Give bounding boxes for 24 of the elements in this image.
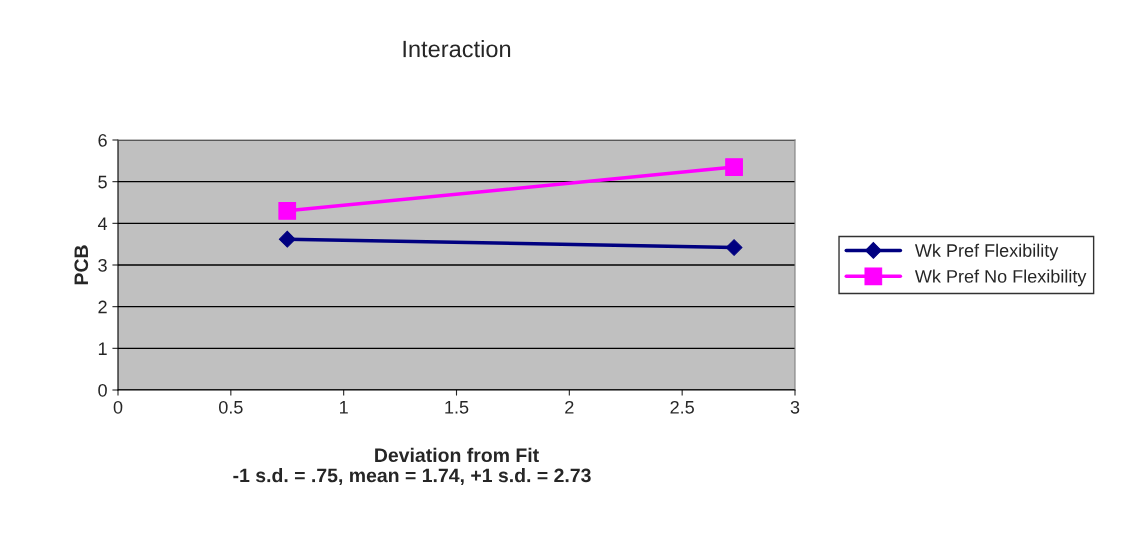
- y-tick-label: 5: [98, 175, 107, 189]
- x-tick-label: 0.5: [218, 400, 243, 414]
- y-axis-title: PCB: [74, 245, 89, 285]
- point: [278, 201, 297, 220]
- x-axis-title: Deviation from Fit: [375, 447, 539, 463]
- x-tick-label: 0: [113, 400, 123, 414]
- point: [278, 230, 296, 248]
- legend-label: Wk Pref Flexibility: [914, 243, 1059, 261]
- y-tick-label: 2: [98, 300, 107, 314]
- chart-title: Interaction: [403, 40, 511, 58]
- legend-label: Wk Pref No Flexibility: [914, 269, 1087, 287]
- point: [725, 239, 743, 256]
- y-tick-label: 6: [98, 133, 107, 147]
- y-tick-label: 4: [97, 217, 108, 230]
- x-tick-label: 1.5: [445, 401, 469, 414]
- y-tick-label: 0: [98, 383, 107, 397]
- x-tick-label: 2: [565, 400, 574, 414]
- text: -1 s.d. = .75, mean = 1.74, +1 s.d. = 2.73: [233, 468, 591, 486]
- x-tick-label: 3: [790, 400, 800, 414]
- y-tick-label: 1: [98, 342, 107, 355]
- point: [725, 158, 743, 176]
- x-tick-label: 2.5: [670, 400, 694, 414]
- x-tick-label: 1: [340, 401, 348, 414]
- y-tick-label: 3: [98, 258, 107, 272]
